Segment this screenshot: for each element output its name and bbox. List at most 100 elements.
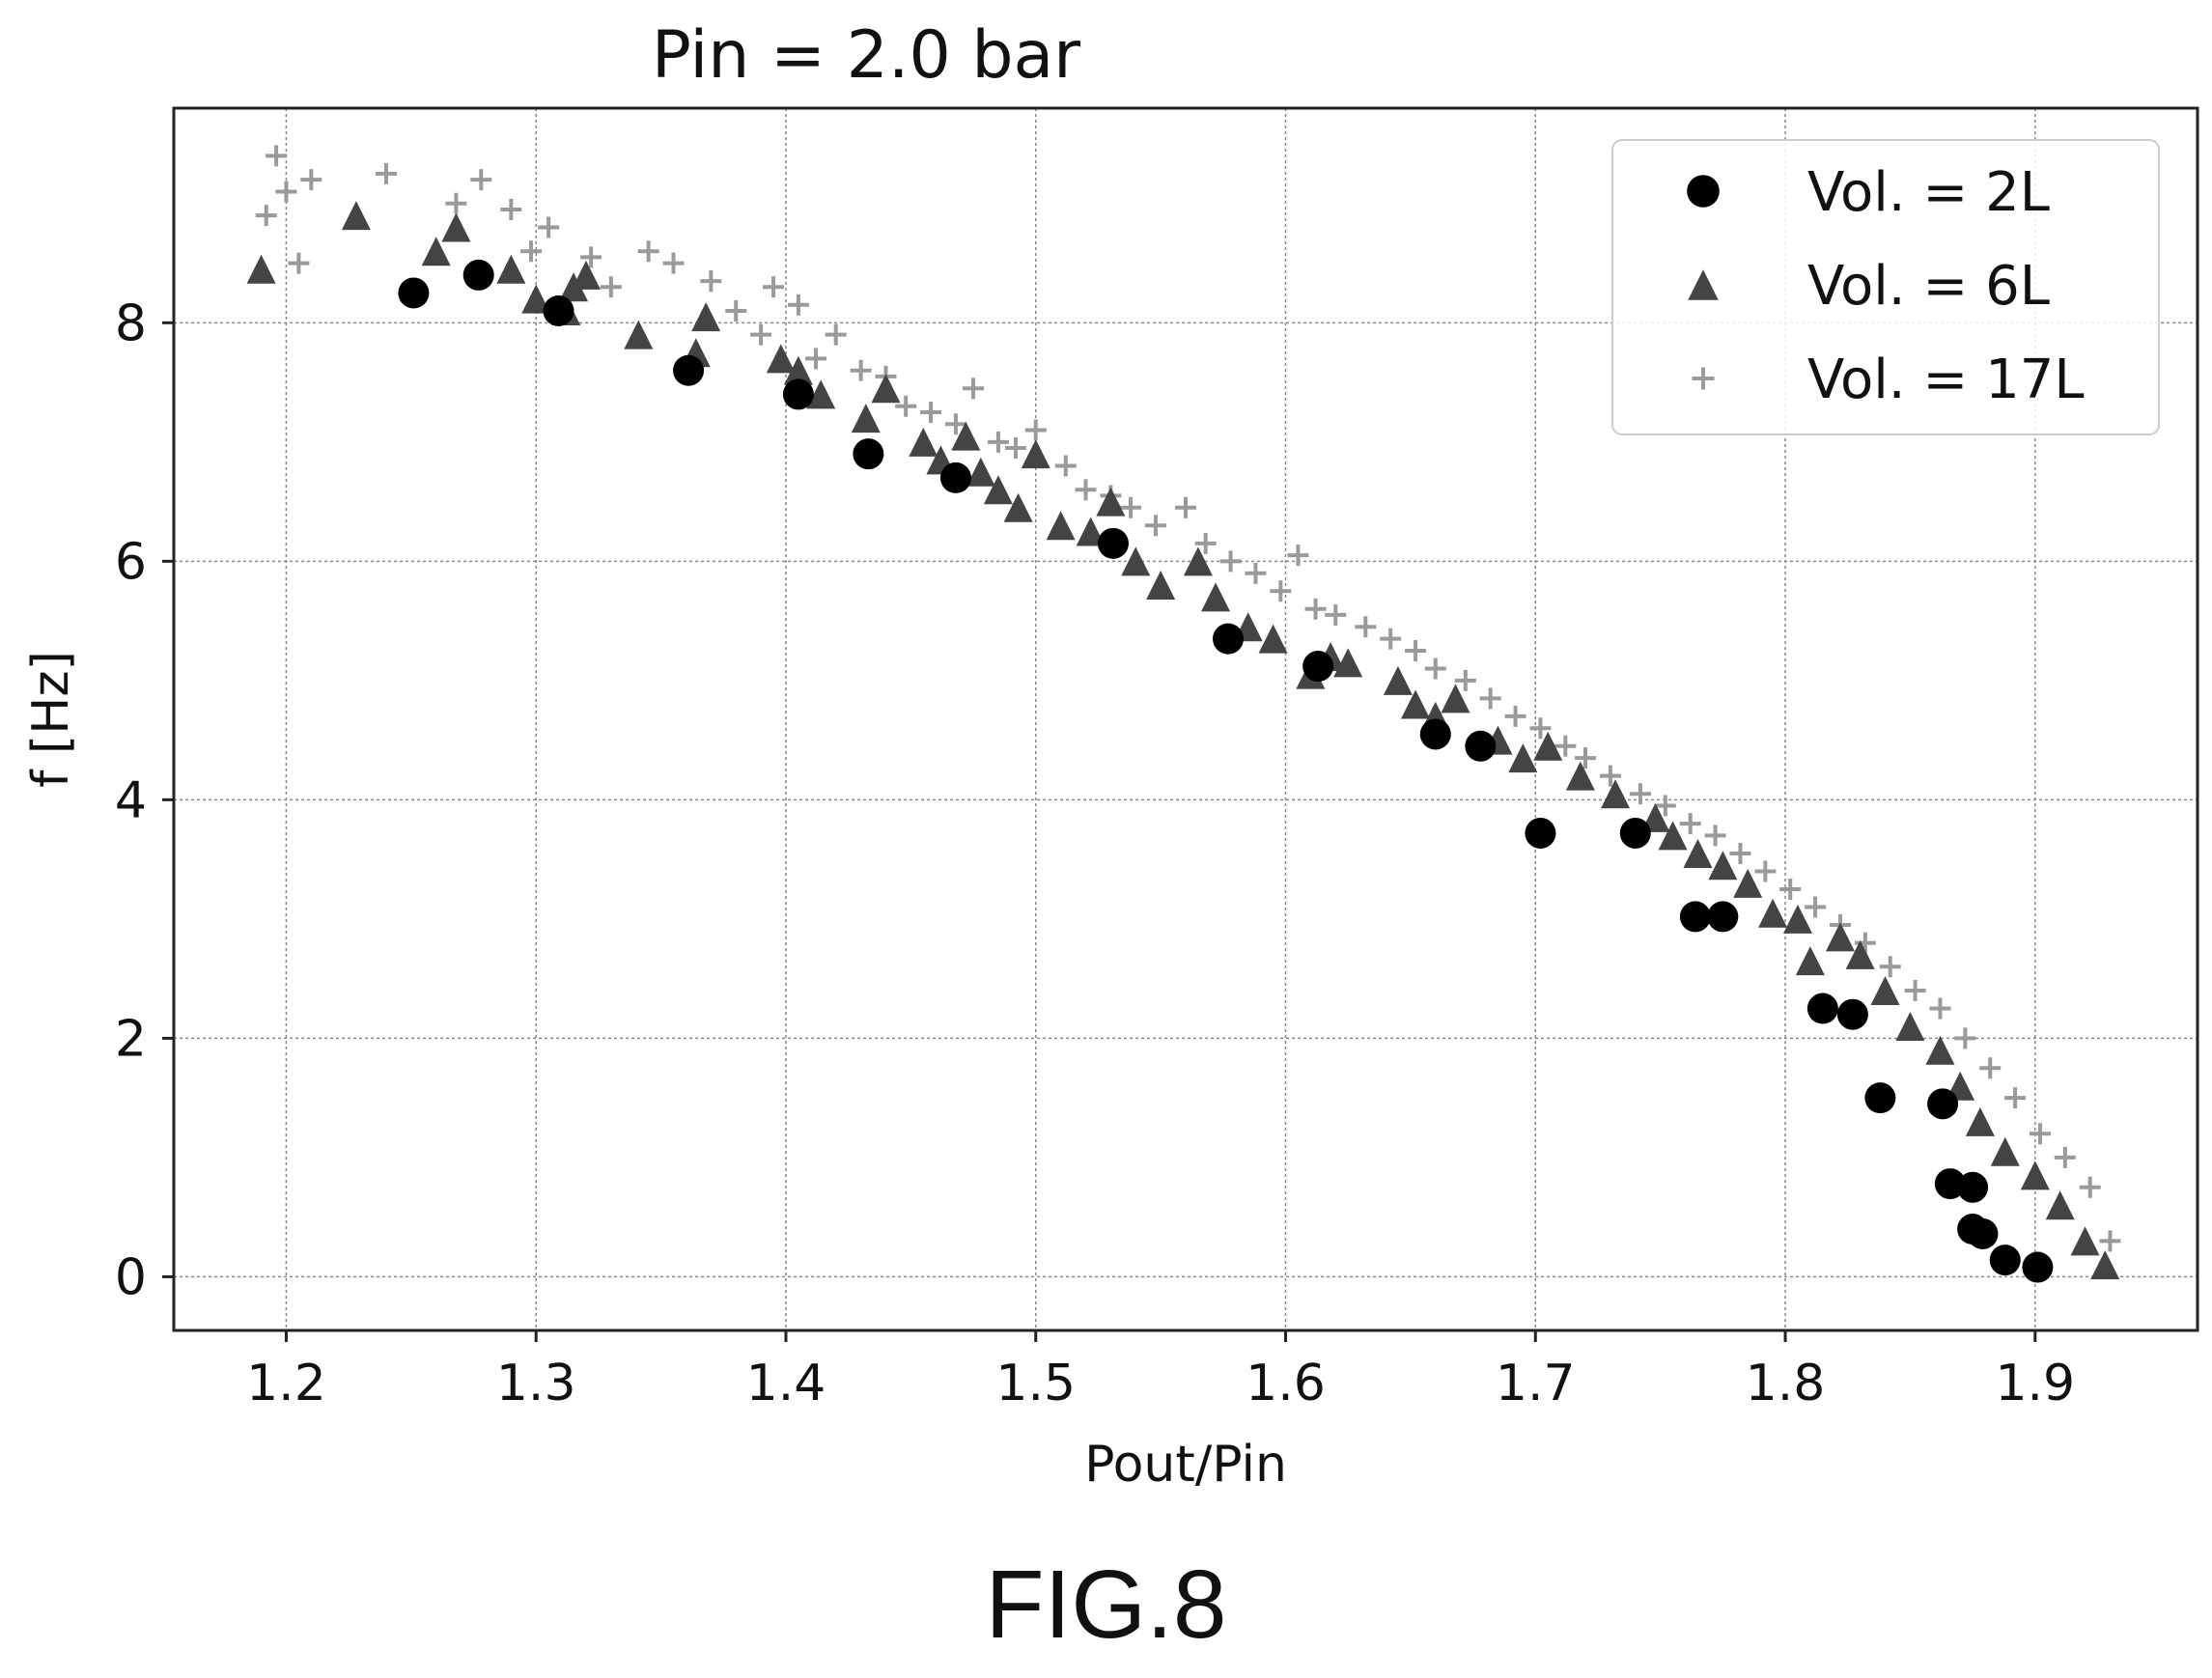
data-point-triangle <box>1046 511 1076 541</box>
data-point-triangle <box>421 237 451 266</box>
data-point-plus <box>963 378 985 400</box>
axis-ticks: 1.2 1.3 1.4 1.5 1.6 1.7 1.8 1.9 0 2 4 6 8 <box>115 294 2075 1412</box>
data-point-circle <box>939 461 971 493</box>
y-tick-label: 2 <box>115 1010 147 1068</box>
legend-label: Vol. = 17L <box>1807 349 2085 411</box>
data-point-plus <box>1654 795 1676 817</box>
data-point-triangle <box>806 379 836 409</box>
data-point-triangle <box>1076 517 1106 546</box>
data-point-plus <box>825 323 847 346</box>
data-point-plus <box>445 192 467 214</box>
data-point-triangle <box>2090 1250 2120 1280</box>
data-point-triangle <box>1258 624 1288 654</box>
data-point-triangle <box>1383 665 1413 695</box>
legend-marker-triangle <box>1688 269 1719 300</box>
data-point-plus <box>1270 580 1292 602</box>
data-point-triangle <box>496 254 526 284</box>
data-point-plus <box>275 181 297 203</box>
data-point-triangle <box>1990 1136 2020 1166</box>
data-point-triangle <box>1003 492 1033 522</box>
data-point-plus <box>1979 1057 2002 1079</box>
data-point-triangle <box>851 404 881 433</box>
data-point-plus <box>1805 896 1827 918</box>
data-point-circle <box>1212 623 1244 655</box>
series-2 <box>255 145 2121 1252</box>
data-point-plus <box>1954 1027 1976 1049</box>
data-point-triangle <box>966 457 995 487</box>
x-tick-label: 1.3 <box>496 1355 576 1412</box>
y-axis-label: f [Hz] <box>22 651 80 788</box>
data-point-circle <box>543 294 574 326</box>
data-point-plus <box>1679 813 1701 835</box>
data-point-plus <box>580 246 602 268</box>
data-point-circle <box>1097 527 1129 559</box>
data-point-circle <box>1465 730 1497 762</box>
data-point-triangle <box>983 475 1013 505</box>
data-point-circle <box>1525 817 1556 849</box>
data-point-plus <box>1380 628 1402 650</box>
data-point-plus <box>1904 979 1926 1001</box>
legend-marker-circle <box>1687 175 1720 208</box>
data-point-plus <box>1929 997 1951 1020</box>
x-tick-label: 1.5 <box>995 1355 1076 1412</box>
data-point-plus <box>1144 515 1166 537</box>
data-point-triangle <box>1533 731 1563 761</box>
data-point-triangle <box>1782 904 1812 934</box>
data-point-circle <box>1957 1171 1989 1203</box>
data-point-plus <box>2079 1176 2101 1198</box>
data-point-triangle <box>766 344 796 374</box>
figure-label: FIG.8 <box>985 1551 1227 1659</box>
data-point-plus <box>1075 479 1097 501</box>
x-tick-label: 1.9 <box>1995 1355 2075 1412</box>
data-point-triangle <box>1601 779 1631 809</box>
data-point-plus <box>1325 603 1347 626</box>
data-point-plus <box>1304 598 1327 620</box>
data-point-plus <box>1854 932 1876 954</box>
series-0 <box>398 259 2054 1283</box>
data-point-plus <box>1024 419 1047 441</box>
data-point-triangle <box>571 260 601 290</box>
data-point-plus <box>2054 1146 2076 1168</box>
data-point-plus <box>1504 705 1526 727</box>
x-tick-label: 1.2 <box>246 1355 326 1412</box>
data-point-plus <box>538 216 560 238</box>
data-point-triangle <box>1441 684 1470 713</box>
data-point-plus <box>637 240 659 263</box>
data-point-triangle <box>1733 868 1763 898</box>
data-point-triangle <box>1508 743 1538 773</box>
data-point-triangle <box>1401 689 1431 719</box>
data-point-triangle <box>2020 1161 2050 1190</box>
x-tick-label: 1.4 <box>746 1355 826 1412</box>
data-point-triangle <box>1925 1035 1955 1065</box>
y-tick-label: 0 <box>115 1248 147 1306</box>
data-point-circle <box>1864 1082 1896 1114</box>
data-point-triangle <box>783 355 813 385</box>
data-point-plus <box>266 145 288 167</box>
data-point-plus <box>470 169 492 191</box>
data-point-triangle <box>951 421 981 451</box>
data-point-plus <box>300 169 322 191</box>
data-point-plus <box>763 276 785 298</box>
x-tick-label: 1.6 <box>1246 1355 1326 1412</box>
data-point-plus <box>944 413 966 435</box>
data-point-triangle <box>909 427 938 457</box>
data-point-plus <box>1599 765 1621 787</box>
data-point-plus <box>1120 496 1142 518</box>
data-point-circle <box>1679 901 1711 933</box>
data-point-triangle <box>1965 1106 1995 1136</box>
data-point-triangle <box>691 302 721 332</box>
legend-label: Vol. = 6L <box>1807 255 2050 318</box>
data-point-circle <box>2022 1251 2054 1283</box>
data-point-plus <box>1729 842 1751 864</box>
data-point-plus <box>725 299 747 322</box>
x-tick-label: 1.8 <box>1746 1355 1826 1412</box>
data-point-triangle <box>1683 838 1713 868</box>
data-point-triangle <box>2070 1226 2100 1256</box>
data-point-circle <box>1927 1088 1959 1120</box>
data-point-plus <box>987 431 1009 453</box>
data-point-circle <box>1836 998 1868 1030</box>
data-point-triangle <box>1870 975 1900 1005</box>
data-point-circle <box>853 438 884 470</box>
legend-label: Vol. = 2L <box>1807 161 2050 224</box>
